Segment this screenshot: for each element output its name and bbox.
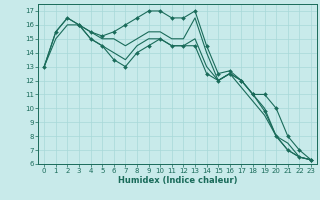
X-axis label: Humidex (Indice chaleur): Humidex (Indice chaleur) (118, 176, 237, 185)
